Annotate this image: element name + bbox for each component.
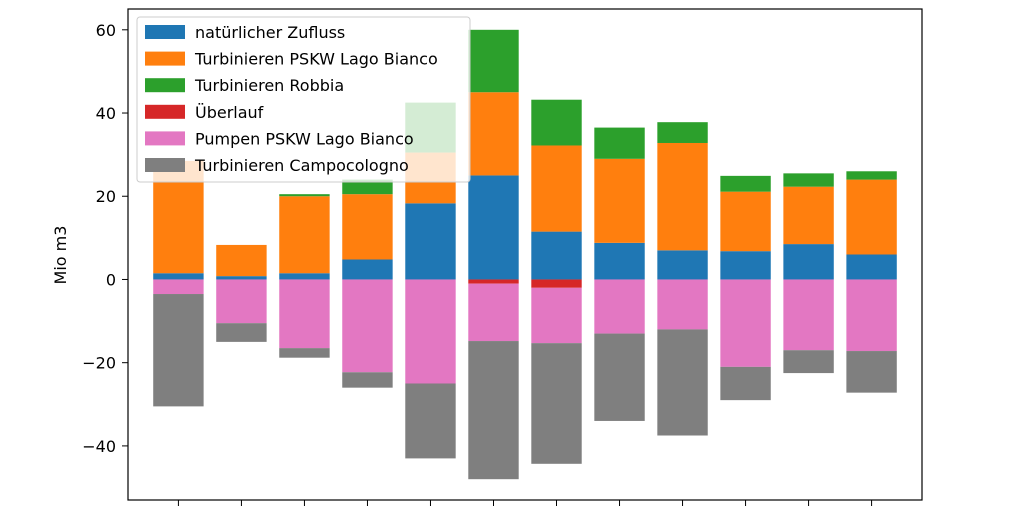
bar-series5-cat8 (657, 329, 708, 436)
y-tick-label-3: 20 (96, 187, 116, 206)
bar-series5-cat1 (216, 323, 267, 342)
y-tick-label-1: −20 (82, 354, 116, 373)
bar-series2-cat5 (468, 29, 519, 93)
y-tick-label-5: 60 (96, 21, 116, 40)
bar-series2-cat8 (657, 122, 708, 143)
bar-series4-cat8 (657, 279, 708, 330)
bar-series5-cat6 (531, 343, 582, 464)
bar-series0-cat9 (720, 251, 771, 280)
x-axis (177, 500, 873, 506)
y-tick-label-4: 40 (96, 104, 116, 123)
bar-series4-cat4 (405, 279, 456, 384)
legend-label-1: Turbinieren PSKW Lago Bianco (194, 50, 438, 69)
bar-series2-cat7 (594, 127, 645, 159)
plot-frame (127, 8, 923, 501)
bar-series0-cat10 (783, 244, 834, 280)
bar-series5-cat4 (405, 383, 456, 459)
y-axis-label: Mio m3 (51, 226, 70, 285)
bar-series5-cat9 (720, 366, 771, 401)
bar-series1-cat8 (657, 142, 708, 251)
legend-label-2: Turbinieren Robbia (194, 76, 344, 95)
bar-series1-cat6 (531, 145, 582, 232)
bar-series5-cat7 (594, 333, 645, 421)
legend: natürlicher Zufluss Turbinieren PSKW Lago… (136, 16, 471, 183)
bar-series0-cat2 (279, 273, 330, 280)
bar-series5-cat2 (279, 348, 330, 358)
bar-series1-cat11 (846, 179, 897, 255)
legend-swatch-3 (145, 104, 185, 119)
bar-series1-cat2 (279, 196, 330, 274)
bar-series3-cat5 (468, 279, 519, 284)
bar-series4-cat1 (216, 279, 267, 324)
bar-series0-cat8 (657, 250, 708, 280)
bar-series1-cat1 (216, 244, 267, 277)
legend-swatch-0 (145, 25, 185, 39)
bar-series0-cat7 (594, 242, 645, 280)
bar-series1-cat3 (342, 194, 393, 260)
bar-series4-cat5 (468, 283, 519, 342)
bar-series0-cat11 (846, 254, 897, 280)
bar-series4-cat0 (153, 279, 204, 295)
bar-series0-cat4 (405, 203, 456, 280)
bar-series0-cat5 (468, 175, 519, 280)
bar-series5-cat5 (468, 341, 519, 480)
bar-series2-cat10 (783, 173, 834, 187)
bar-series2-cat11 (846, 171, 897, 180)
bar-series4-cat9 (720, 279, 771, 367)
bar-series5-cat0 (153, 294, 204, 407)
bar-series1-cat7 (594, 158, 645, 243)
bar-series2-cat3 (342, 179, 393, 195)
bar-series4-cat6 (531, 287, 582, 344)
bar-series2-cat6 (531, 99, 582, 146)
bar-series5-cat11 (846, 351, 897, 393)
legend-swatch-5 (145, 158, 185, 172)
bar-series4-cat7 (594, 279, 645, 334)
bar-series3-cat6 (531, 279, 582, 288)
y-axis: −40 −20 0 20 40 60 (82, 21, 128, 456)
legend-label-3: Überlauf (195, 103, 264, 122)
bar-series0-cat6 (531, 231, 582, 280)
bars-layer (153, 29, 897, 480)
bar-series1-cat10 (783, 186, 834, 245)
bar-series4-cat10 (783, 279, 834, 351)
legend-label-0: natürlicher Zufluss (195, 23, 345, 42)
bar-series4-cat2 (279, 279, 330, 349)
bar-series4-cat3 (342, 279, 393, 373)
bar-series2-cat2 (279, 194, 330, 197)
bar-series0-cat0 (153, 273, 204, 280)
bar-series5-cat3 (342, 372, 393, 388)
legend-frame (136, 16, 471, 183)
legend-label-4: Pumpen PSKW Lago Bianco (195, 129, 414, 148)
bar-series5-cat10 (783, 350, 834, 374)
bar-series1-cat5 (468, 92, 519, 176)
y-tick-label-2: 0 (106, 270, 116, 289)
bar-series0-cat1 (216, 276, 267, 280)
y-tick-label-0: −40 (82, 437, 116, 456)
bar-series4-cat11 (846, 279, 897, 352)
bar-series2-cat9 (720, 175, 771, 192)
bar-series0-cat3 (342, 259, 393, 280)
legend-swatch-4 (145, 131, 185, 146)
legend-swatch-1 (145, 51, 185, 66)
bar-series1-cat9 (720, 191, 771, 252)
legend-label-5: Turbinieren Campocologno (194, 156, 409, 175)
legend-swatch-2 (145, 78, 185, 93)
